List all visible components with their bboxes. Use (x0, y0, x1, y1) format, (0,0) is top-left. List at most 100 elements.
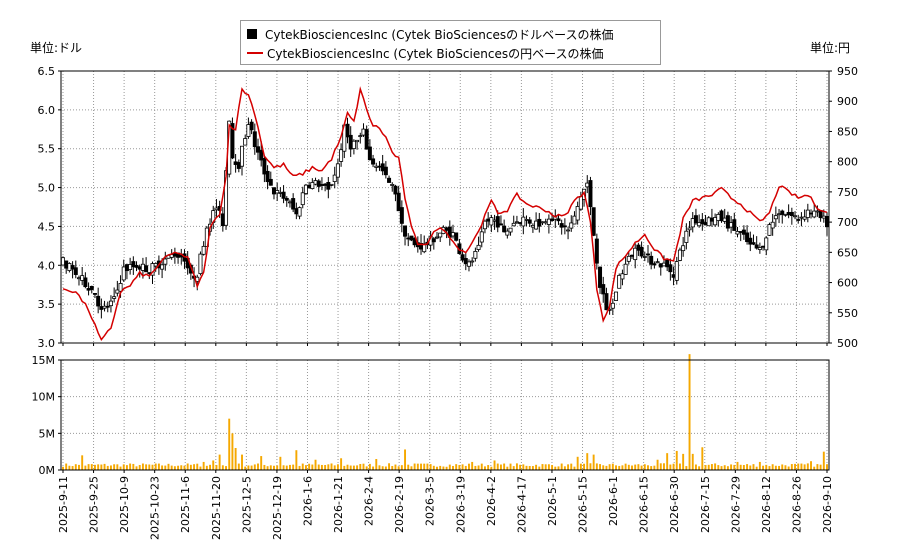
volume-bar (343, 465, 346, 470)
volume-bar (752, 464, 755, 470)
volume-bar (199, 466, 202, 470)
candle-body (236, 162, 241, 169)
candle-body (348, 134, 353, 150)
volume-bar (106, 465, 109, 470)
candle-body (377, 165, 382, 168)
candle-body (588, 180, 593, 208)
volume-bar (800, 463, 803, 470)
candle-body (550, 218, 555, 221)
candle-body (642, 256, 647, 258)
candle-body (575, 206, 580, 221)
volume-bar (311, 464, 314, 470)
volume-bar (148, 464, 151, 470)
candle-body (530, 224, 535, 228)
volume-bar (643, 464, 646, 470)
candle-body (825, 215, 830, 228)
candle-body (265, 170, 270, 183)
right-axis-unit: 単位:円 (810, 41, 851, 55)
candle-body (367, 146, 372, 161)
volume-bar (599, 464, 601, 470)
volume-bar (701, 447, 704, 470)
x-tick-label: 2025-12-5 (240, 476, 253, 533)
volume-bar (416, 463, 419, 470)
candle-body (668, 264, 673, 273)
candle-body (534, 220, 539, 230)
volume-bar (378, 465, 381, 470)
volume-bar (407, 464, 410, 470)
candle-body (617, 274, 622, 289)
candle-body (118, 283, 123, 292)
candle-body (521, 216, 526, 227)
price-plot-area (61, 71, 829, 343)
candle-body (358, 135, 363, 138)
volume-bar (605, 465, 608, 470)
volume-bar (429, 464, 432, 470)
volume-bar (448, 464, 451, 470)
candle-body (598, 266, 603, 288)
volume-bar (320, 464, 323, 470)
volume-bar (151, 464, 154, 470)
candle-body (246, 124, 251, 137)
volume-bar (621, 465, 624, 470)
volume-bar (464, 465, 467, 470)
volume-bar (234, 448, 237, 470)
candle-body (543, 221, 548, 224)
candle-body (665, 259, 670, 268)
volume-bar (535, 464, 538, 470)
volume-bar (631, 465, 633, 470)
volume-bar (717, 465, 720, 470)
candle-body (559, 223, 564, 228)
volume-bar (65, 463, 68, 470)
volume-bar (116, 464, 119, 470)
volume-bar (400, 465, 403, 470)
candle-body (636, 244, 641, 251)
candle-body (275, 190, 280, 194)
volume-bar (656, 459, 659, 470)
volume-bar (253, 464, 256, 470)
volume-bar (84, 465, 87, 470)
volume-bar (71, 466, 74, 470)
volume-bar (538, 466, 541, 470)
volume-bar (586, 453, 589, 470)
candle-body (393, 185, 398, 195)
candle-body (390, 183, 395, 186)
x-tick-label: 2026-7-29 (729, 476, 742, 533)
candle-body (572, 215, 577, 225)
volume-bar (669, 464, 672, 470)
candle-body (671, 274, 676, 278)
volume-bar (627, 464, 630, 470)
volume-bar (480, 463, 483, 470)
candle-body (153, 263, 158, 267)
volume-bar (455, 464, 458, 470)
candle-body (70, 265, 75, 270)
volume-bar (218, 454, 221, 470)
volume-bar (794, 463, 796, 470)
volume-bar (746, 464, 749, 470)
candle-body (470, 260, 475, 263)
candle-body (655, 261, 660, 264)
candle-body (524, 219, 529, 221)
volume-bar (436, 466, 438, 470)
volume-bar (806, 463, 809, 470)
volume-bar (615, 465, 617, 470)
candle-body (732, 219, 737, 231)
volume-bar (285, 465, 288, 470)
volume-bar (650, 466, 653, 470)
candle-body (725, 215, 730, 229)
candle-body (773, 215, 778, 220)
candle-body (729, 222, 734, 228)
candle-body (626, 255, 631, 262)
volume-bar (678, 463, 681, 470)
volume-bar (394, 464, 397, 470)
candle-body (623, 263, 628, 275)
candle-body (310, 182, 315, 190)
candle-body (281, 191, 286, 199)
candle-body (767, 224, 772, 236)
volume-bar (758, 461, 761, 470)
volume-bar (410, 466, 413, 470)
x-tick-label: 2026-3-5 (424, 476, 437, 526)
volume-bar (707, 464, 710, 470)
volume-bar (132, 463, 135, 470)
candle-body (396, 192, 401, 212)
